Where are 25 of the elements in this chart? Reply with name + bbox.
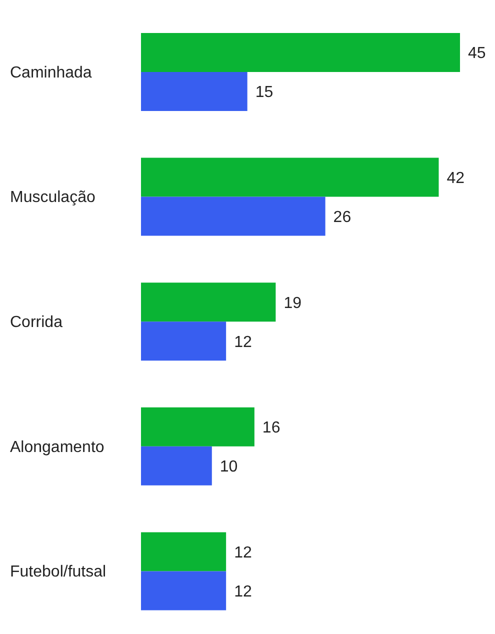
data-label: 10 [220,458,238,476]
data-label: 12 [234,544,252,562]
data-label: 12 [234,583,252,600]
data-label: 42 [446,170,465,187]
bar [141,196,326,236]
bar [141,33,460,72]
bar [141,322,226,361]
data-label: 45 [468,45,486,62]
data-label: 15 [255,84,274,102]
bar [141,571,226,610]
y-tick-label: Alongamento [10,438,104,456]
y-tick-label: Futebol/futsal [10,564,106,581]
bar [141,446,212,486]
bar [141,532,226,572]
bar [141,72,248,111]
data-label: 19 [284,294,302,312]
bar [141,282,276,322]
y-tick-label: Corrida [10,314,63,331]
y-tick-label: Caminhada [10,64,92,82]
data-label: 26 [333,208,352,226]
bar [141,407,254,446]
data-label: 12 [234,334,252,351]
y-tick-label: Musculação [10,189,96,206]
bar [141,158,439,197]
data-label: 16 [262,420,280,437]
